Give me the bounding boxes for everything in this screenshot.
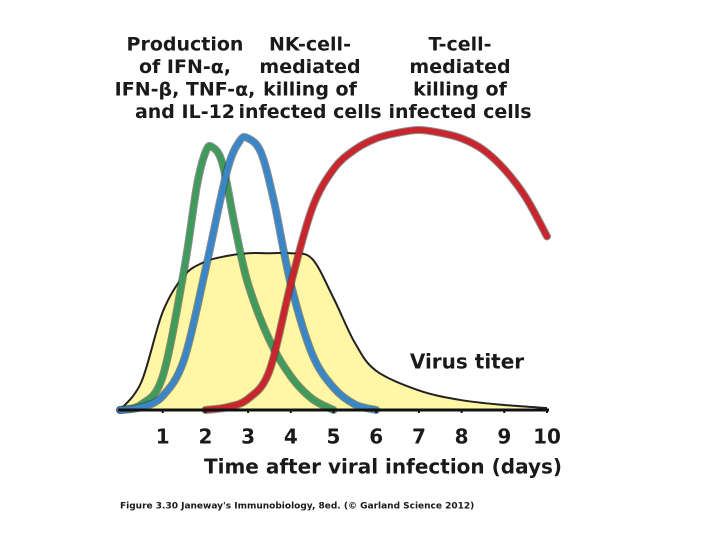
annotation: infected cells xyxy=(238,101,381,123)
annotation: infected cells xyxy=(388,101,531,123)
annotation: killing of xyxy=(263,79,357,101)
x-tick-label: 10 xyxy=(533,425,561,449)
annotation: NK-cell- xyxy=(269,34,351,56)
annotation: of IFN-α, xyxy=(139,56,231,78)
x-tick-label: 8 xyxy=(455,425,469,449)
x-axis-label: Time after viral infection (days) xyxy=(204,455,562,479)
x-tick-label: 4 xyxy=(284,425,298,449)
annotation: T-cell- xyxy=(428,34,491,56)
series-label: Virus titer xyxy=(410,350,524,374)
annotation: mediated xyxy=(259,56,360,78)
line xyxy=(117,142,337,413)
annotation: and IL-12 xyxy=(135,101,235,123)
annotation: killing of xyxy=(413,79,507,101)
x-tick-label: 7 xyxy=(412,425,426,449)
x-tick-label: 3 xyxy=(241,425,255,449)
x-tick-label: 5 xyxy=(327,425,341,449)
x-tick-label: 9 xyxy=(497,425,511,449)
annotation: Production xyxy=(127,34,244,56)
line xyxy=(117,133,380,413)
area xyxy=(119,251,548,411)
line xyxy=(202,126,550,413)
x-tick-label: 6 xyxy=(369,425,383,449)
x-tick-label: 1 xyxy=(156,425,170,449)
annotation: mediated xyxy=(409,56,510,78)
caption: Figure 3.30 Janeway's Immunobiology, 8ed… xyxy=(120,502,474,512)
annotation: IFN-β, TNF-α, xyxy=(115,79,256,101)
x-tick-label: 2 xyxy=(198,425,212,449)
